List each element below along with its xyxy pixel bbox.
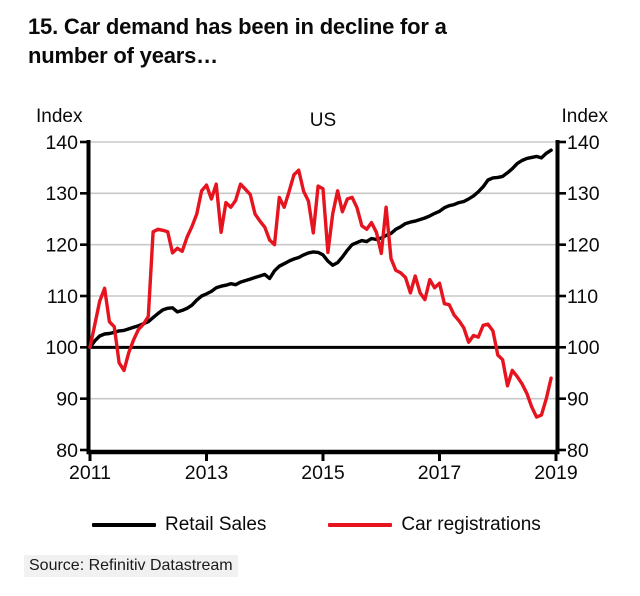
x-tick-label-2013: 2013 [185, 462, 228, 484]
right-axis-label: Index [562, 106, 609, 127]
page-title: 15. Car demand has been in decline for a… [28, 12, 588, 70]
y-tick-label-left-120: 120 [45, 234, 78, 256]
chart-area: 140 140 130 130 120 120 110 110 100 100 90 90 80 80 20… [0, 92, 640, 496]
y-tick-label-right-140: 140 [567, 132, 600, 154]
legend: Retail Sales Car registrations [92, 514, 541, 536]
y-tick-label-left-100: 100 [45, 337, 78, 359]
x-tick-label-2011: 2011 [69, 462, 111, 484]
x-tick-label-2015: 2015 [301, 462, 345, 484]
legend-item-retail-sales: Retail Sales [92, 514, 266, 536]
y-tick-label-right-120: 120 [567, 234, 600, 256]
y-tick-label-right-80: 80 [567, 440, 589, 462]
page-title-line-1: 15. Car demand has been in decline for a [28, 14, 447, 39]
car-registrations-line [88, 168, 553, 419]
y-tick-label-right-100: 100 [567, 337, 600, 359]
left-axis-label: Index [36, 106, 83, 127]
x-tick-label-2017: 2017 [418, 462, 461, 484]
y-tick-label-right-90: 90 [567, 388, 589, 410]
legend-swatch-black-line [92, 523, 156, 527]
y-tick-label-right-110: 110 [567, 286, 598, 308]
x-tick-label-2019: 2019 [534, 462, 577, 484]
legend-label: Retail Sales [165, 514, 267, 535]
chart-region-label: US [310, 110, 336, 131]
legend-item-car-registrations: Car registrations [328, 514, 541, 536]
y-tick-label-left-80: 80 [56, 440, 78, 462]
retail-sales-line [88, 148, 553, 350]
y-tick-label-left-130: 130 [45, 183, 78, 205]
y-tick-label-left-110: 110 [47, 286, 78, 308]
source-text: Source: Refinitiv Datastream [24, 555, 238, 577]
page-title-line-2: number of years… [28, 43, 218, 69]
y-tick-label-left-90: 90 [56, 388, 78, 410]
y-tick-label-left-140: 140 [45, 132, 78, 154]
legend-label: Car registrations [401, 514, 541, 535]
legend-swatch-red-line [328, 523, 393, 527]
y-tick-label-right-130: 130 [567, 183, 600, 205]
